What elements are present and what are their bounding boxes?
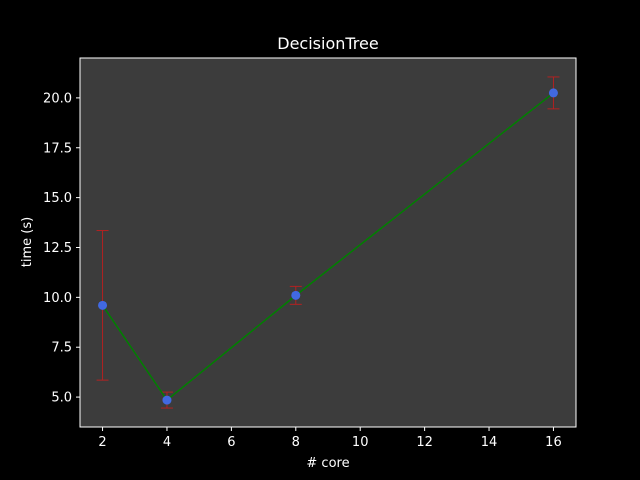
x-tick-label: 2 xyxy=(98,435,106,450)
x-axis-label: # core xyxy=(306,456,349,471)
data-point xyxy=(162,395,172,405)
x-tick-label: 14 xyxy=(481,435,498,450)
data-point xyxy=(548,88,558,98)
plot-area xyxy=(79,57,577,428)
y-axis-label: time (s) xyxy=(20,217,35,267)
data-point xyxy=(291,290,301,300)
y-tick-label: 10.0 xyxy=(43,291,72,306)
data-point xyxy=(98,300,108,310)
x-tick-label: 16 xyxy=(545,435,562,450)
y-tick-label: 20.0 xyxy=(43,91,72,106)
series-lines xyxy=(101,92,554,402)
y-tick-label: 12.5 xyxy=(43,241,72,256)
y-tick-label: 5.0 xyxy=(51,391,72,406)
y-tick-label: 17.5 xyxy=(43,141,72,156)
y-tick-label: 15.0 xyxy=(43,191,72,206)
x-tick-label: 6 xyxy=(227,435,235,450)
chart-title: DecisionTree xyxy=(277,34,378,53)
y-tick-label: 7.5 xyxy=(51,341,72,356)
series-line xyxy=(101,92,554,402)
x-tick-label: 10 xyxy=(352,435,369,450)
x-tick-label: 12 xyxy=(416,435,433,450)
x-tick-label: 8 xyxy=(292,435,300,450)
x-tick-label: 4 xyxy=(163,435,171,450)
x-axis-ticks: 2 4 6 8 10 12 14 16 xyxy=(98,427,562,450)
series-markers xyxy=(98,88,558,405)
y-axis-ticks: 5.0 7.5 10.0 12.5 15.0 17.5 20.0 xyxy=(43,91,80,406)
